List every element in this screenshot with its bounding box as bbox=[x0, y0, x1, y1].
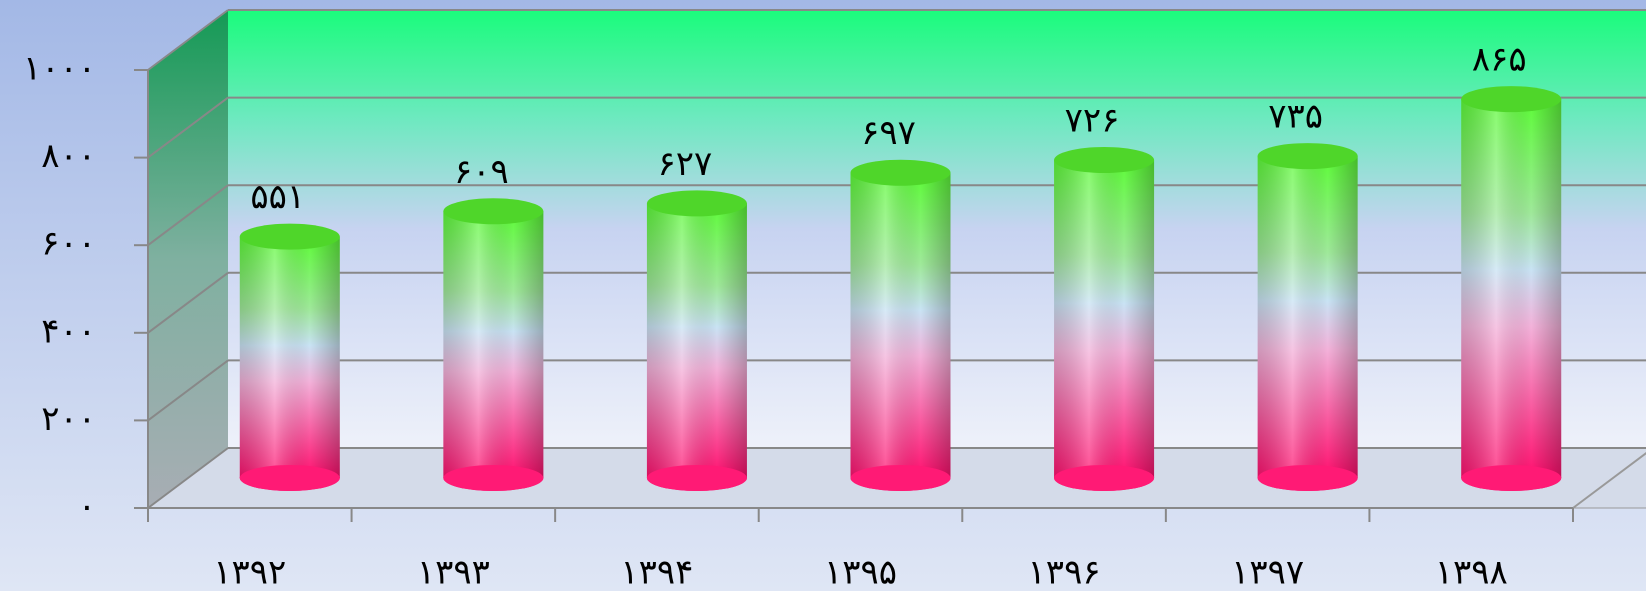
bar-top bbox=[1257, 143, 1358, 170]
y-tick-label: ۴۰۰ bbox=[41, 311, 96, 351]
bar-top bbox=[1054, 147, 1155, 174]
bar-bottom-front bbox=[239, 465, 340, 491]
bar-bottom-front bbox=[1257, 465, 1358, 491]
x-tick-label: ۱۳۹۲ bbox=[213, 553, 286, 591]
data-label: ۷۳۵ bbox=[1268, 97, 1323, 137]
side-wall bbox=[148, 10, 228, 508]
y-tick-label: ۱۰۰۰ bbox=[23, 49, 96, 89]
x-tick-label: ۱۳۹۶ bbox=[1028, 553, 1101, 591]
bar-top bbox=[646, 190, 747, 217]
data-label: ۵۵۱ bbox=[250, 177, 305, 217]
x-tick-label: ۱۳۹۴ bbox=[620, 553, 693, 591]
bar-top bbox=[850, 159, 951, 186]
bar-shade bbox=[646, 203, 747, 478]
bar-shade bbox=[443, 211, 544, 478]
data-label: ۸۶۵ bbox=[1472, 40, 1527, 80]
y-tick-label: ۰ bbox=[78, 487, 96, 527]
bar-bottom-front bbox=[850, 465, 951, 491]
bar-bottom-front bbox=[443, 465, 544, 491]
bar-shade bbox=[239, 236, 340, 478]
bar-shade bbox=[1461, 99, 1562, 478]
grid-line bbox=[147, 359, 229, 422]
data-label: ۶۲۷ bbox=[658, 144, 713, 184]
y-tick-label: ۸۰۰ bbox=[41, 136, 96, 176]
bar-bottom-front bbox=[1461, 465, 1562, 491]
x-tick-label: ۱۳۹۵ bbox=[824, 553, 897, 591]
x-tick-label: ۱۳۹۷ bbox=[1231, 553, 1304, 591]
floor-edge bbox=[1572, 452, 1646, 509]
grid-line bbox=[147, 9, 229, 71]
grid-line bbox=[147, 184, 229, 246]
y-tick-label: ۲۰۰ bbox=[41, 399, 96, 439]
data-label: ۶۹۷ bbox=[861, 113, 916, 153]
bar-top bbox=[443, 198, 544, 225]
bar-shade bbox=[850, 172, 951, 479]
x-tick-label: ۱۳۹۳ bbox=[417, 553, 490, 591]
grid-line bbox=[147, 447, 229, 509]
y-tick-label: ۶۰۰ bbox=[41, 224, 96, 264]
data-label: ۷۲۶ bbox=[1065, 101, 1120, 141]
grid-line bbox=[147, 96, 229, 159]
bar-bottom-front bbox=[646, 465, 747, 491]
x-tick-label: ۱۳۹۸ bbox=[1435, 553, 1508, 591]
bar-bottom-front bbox=[1054, 465, 1155, 491]
bar-shade bbox=[1257, 156, 1358, 478]
bar-top bbox=[239, 223, 340, 250]
data-label: ۶۰۹ bbox=[454, 152, 509, 192]
grid-line bbox=[147, 271, 229, 334]
bar-shade bbox=[1054, 160, 1155, 478]
bar-top bbox=[1461, 86, 1562, 113]
